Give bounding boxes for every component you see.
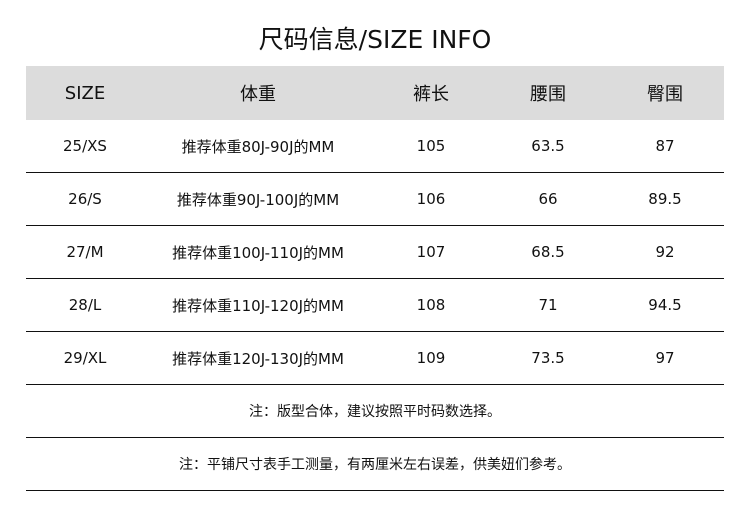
waist-cell: 73.5 (531, 349, 565, 367)
size-cell: 25/XS (63, 137, 107, 155)
weight-cell: 推荐体重80J-90J的MM (181, 137, 335, 156)
header-waist: 腰围 (530, 84, 566, 105)
waist-cell: 66 (538, 190, 558, 208)
weight-cell: 推荐体重100J-110J的MM (172, 243, 344, 262)
length-cell: 105 (416, 137, 446, 155)
hip-cell: 97 (655, 349, 675, 367)
size-cell: 29/XL (63, 349, 107, 367)
header-length: 裤长 (413, 84, 449, 105)
table-header: SIZE 体重 裤长 腰围 臀围 (26, 66, 724, 120)
weight-cell: 推荐体重120J-130J的MM (172, 349, 344, 368)
table-row: 28/L 推荐体重110J-120J的MM 108 71 94.5 (26, 279, 724, 332)
header-size: SIZE (64, 82, 106, 104)
length-cell: 106 (416, 190, 446, 208)
size-cell: 27/M (66, 243, 104, 261)
table-row: 29/XL 推荐体重120J-130J的MM 109 73.5 97 (26, 332, 724, 385)
waist-cell: 63.5 (531, 137, 565, 155)
waist-cell: 71 (538, 296, 558, 314)
table-row: 25/XS 推荐体重80J-90J的MM 105 63.5 87 (26, 120, 724, 173)
page-title: 尺码信息/SIZE INFO (258, 25, 492, 54)
hip-cell: 89.5 (648, 190, 682, 208)
hip-cell: 87 (655, 137, 675, 155)
size-cell: 28/L (68, 296, 102, 314)
table-row: 27/M 推荐体重100J-110J的MM 107 68.5 92 (26, 226, 724, 279)
header-hip: 臀围 (647, 84, 683, 105)
length-cell: 109 (416, 349, 446, 367)
header-weight: 体重 (240, 84, 276, 105)
length-cell: 107 (416, 243, 446, 261)
table-row: 26/S 推荐体重90J-100J的MM 106 66 89.5 (26, 173, 724, 226)
size-table: SIZE 体重 裤长 腰围 臀围 25/XS 推荐体重80J-90J的MM 105 63.5 8… (26, 66, 724, 491)
hip-cell: 92 (655, 243, 675, 261)
length-cell: 108 (416, 296, 446, 314)
note-measurement: 注：平铺尺寸表手工测量，有两厘米左右误差，供美妞们参考。 (26, 438, 724, 491)
weight-cell: 推荐体重90J-100J的MM (176, 190, 340, 209)
note-fit: 注：版型合体，建议按照平时码数选择。 (26, 385, 724, 438)
hip-cell: 94.5 (648, 296, 682, 314)
size-cell: 26/S (68, 190, 102, 208)
waist-cell: 68.5 (531, 243, 565, 261)
weight-cell: 推荐体重110J-120J的MM (172, 296, 344, 315)
